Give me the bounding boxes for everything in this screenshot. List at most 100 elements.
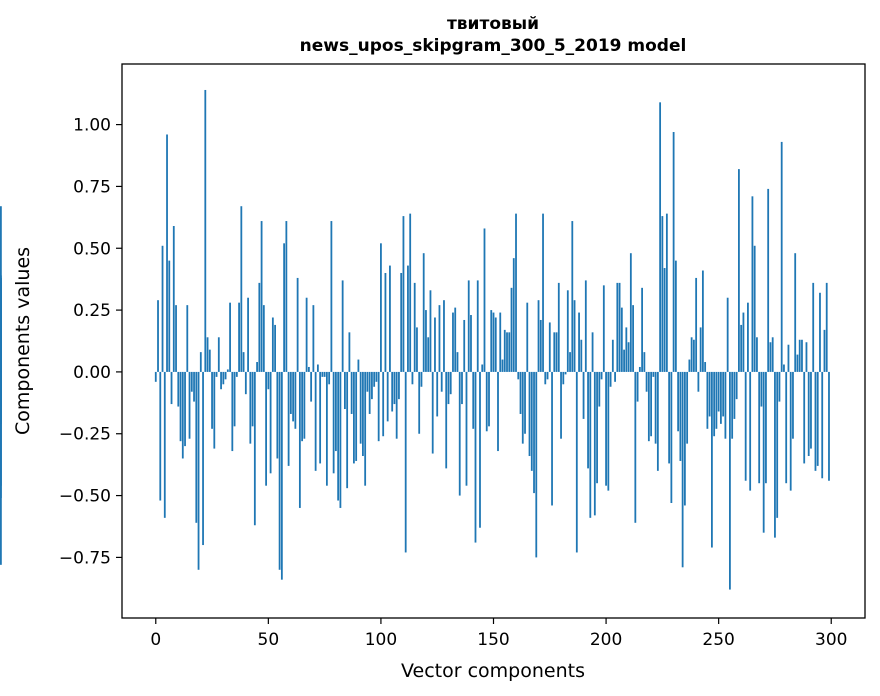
bar-82 <box>339 371 342 508</box>
bar-100 <box>380 243 382 372</box>
bar-49 <box>265 371 267 486</box>
bar-232 <box>677 371 680 432</box>
bar-133 <box>454 307 457 372</box>
y-tick-label: 0.50 <box>73 239 111 259</box>
bar-52 <box>271 317 274 372</box>
bar-56 <box>280 371 283 580</box>
bar-1 <box>157 300 159 372</box>
bar-45 <box>256 362 258 372</box>
bar-69 <box>310 371 313 402</box>
bar-19 <box>197 371 200 570</box>
bar-261 <box>742 312 745 372</box>
bar-276 <box>776 371 779 518</box>
bar-229 <box>670 371 673 503</box>
bar-6 <box>168 260 171 372</box>
bar-289 <box>805 342 808 372</box>
bar-47 <box>260 221 263 372</box>
bar-89 <box>355 371 358 461</box>
bar-134 <box>456 352 459 372</box>
bar-15 <box>188 371 191 439</box>
bar-34 <box>231 371 234 452</box>
bar-127 <box>440 371 443 392</box>
bar-177 <box>553 332 556 372</box>
bar-183 <box>566 290 569 372</box>
bar-132 <box>452 312 454 372</box>
bar-241 <box>697 371 700 392</box>
bar-284 <box>794 253 797 372</box>
bar-104 <box>389 265 391 372</box>
bar-157 <box>508 332 511 372</box>
bar-187 <box>575 371 578 553</box>
bar-214 <box>636 371 639 402</box>
bar-256 <box>731 371 734 439</box>
bar-59 <box>287 371 290 466</box>
bar-9 <box>175 305 177 372</box>
bar-239 <box>692 339 695 372</box>
bar-258 <box>735 371 738 400</box>
y-tick-label: −0.25 <box>59 425 111 445</box>
bar-194 <box>591 332 594 372</box>
bar-161 <box>517 371 520 380</box>
bar-42 <box>249 371 252 444</box>
bar-60 <box>289 371 292 414</box>
bar-290 <box>807 371 810 457</box>
bar-195 <box>593 371 596 516</box>
bar-79 <box>332 371 335 474</box>
bar-55 <box>278 371 281 570</box>
bar-105 <box>391 371 394 412</box>
bar-116 <box>416 327 418 372</box>
bar-122 <box>429 290 432 372</box>
bar-193 <box>589 371 592 518</box>
bar-201 <box>607 371 610 491</box>
bar-61 <box>292 371 295 422</box>
bar-156 <box>506 332 508 372</box>
bar-138 <box>465 371 468 486</box>
bar-24 <box>208 349 211 372</box>
bar-141 <box>472 371 475 429</box>
bar-112 <box>407 265 409 372</box>
bar-245 <box>706 371 709 429</box>
bar-278 <box>780 141 783 372</box>
x-tick-label: 50 <box>258 630 280 650</box>
bar-48 <box>262 305 265 372</box>
bar-162 <box>519 371 522 414</box>
bar-264 <box>749 371 752 491</box>
bar-202 <box>609 371 612 387</box>
bar-91 <box>359 371 362 444</box>
bar-0 <box>154 371 157 382</box>
bar-148 <box>488 371 490 427</box>
bar-210 <box>627 342 630 372</box>
bar-20 <box>199 352 202 372</box>
bar-207 <box>620 307 623 372</box>
bar-286 <box>798 339 801 372</box>
bar-53 <box>274 324 276 372</box>
bar-188 <box>578 312 580 372</box>
bar-270 <box>762 371 765 533</box>
y-tick-label: 0.25 <box>73 301 111 321</box>
x-tick-label: 150 <box>477 630 509 650</box>
bar-115 <box>413 282 416 372</box>
bar-221 <box>652 371 655 377</box>
bar-285 <box>796 354 799 372</box>
bar-251 <box>720 371 722 424</box>
bar-198 <box>600 371 603 380</box>
bar-131 <box>449 371 452 395</box>
bar-174 <box>546 371 549 380</box>
bar-98 <box>375 371 378 382</box>
x-axis-label: Vector components <box>401 660 585 682</box>
bar-140 <box>470 315 472 372</box>
bar-111 <box>404 371 407 553</box>
bar-30 <box>222 371 225 385</box>
x-tick-label: 200 <box>590 630 622 650</box>
bar-287 <box>801 339 803 372</box>
bar-263 <box>747 302 749 372</box>
bar-266 <box>753 245 756 372</box>
bar-288 <box>803 371 806 464</box>
bar-5 <box>166 134 168 372</box>
bar-235 <box>683 371 686 506</box>
bar-58 <box>285 221 288 372</box>
bar-280 <box>785 371 788 484</box>
bar-169 <box>535 371 538 558</box>
x-tick-label: 250 <box>702 630 734 650</box>
